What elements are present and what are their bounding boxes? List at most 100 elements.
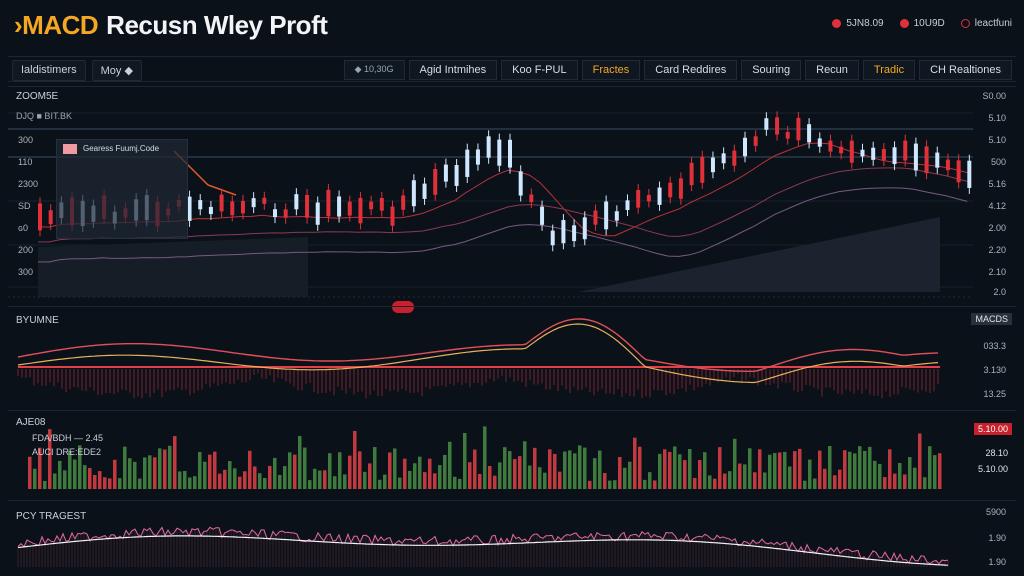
price-panel[interactable]: ZOOM5E DJQ ■ BIT.BK Gearess Fuumj.Code 3…: [8, 86, 1016, 313]
right-tick: 4.12: [988, 201, 1006, 211]
candle: [721, 153, 726, 164]
candle: [540, 206, 545, 225]
right-tick: 2.10: [988, 267, 1006, 277]
volume-bar: [393, 448, 397, 489]
volume-bar: [433, 473, 437, 489]
volume-bar: [388, 452, 392, 489]
candle: [572, 225, 577, 242]
left-tick: 300: [18, 267, 34, 277]
tab-souring[interactable]: Souring: [741, 60, 802, 80]
tab-realtiones[interactable]: CH Realtiones: [919, 60, 1012, 80]
volume-bar: [463, 432, 467, 489]
right-tick: 5.16: [988, 179, 1006, 189]
candle: [593, 210, 598, 225]
volume-bar: [378, 479, 382, 489]
volume-bar: [48, 429, 52, 489]
toolbar-left: Ialdistimers Moy ◆: [12, 60, 142, 81]
candle: [924, 146, 929, 174]
right-tick: 3.130: [983, 365, 1006, 375]
volume-bar: [538, 467, 542, 489]
volume-bar: [788, 466, 792, 489]
candle: [967, 160, 972, 188]
tab-card[interactable]: Card Reddires: [644, 60, 738, 80]
right-tick: 5.10: [988, 113, 1006, 123]
volume-bar: [63, 470, 67, 489]
tab-tradic[interactable]: Tradic: [862, 60, 916, 80]
volume-bar: [808, 459, 812, 489]
candle: [657, 187, 662, 205]
volume-bar: [753, 472, 757, 489]
volume-bar: [93, 475, 97, 489]
volume-bar: [653, 480, 657, 489]
candle: [646, 194, 651, 202]
price-y-axis: S0.00 5.10 5.10 500 5.16 4.12 2.00 2.20 …: [954, 87, 1016, 301]
candle: [743, 137, 747, 157]
volume-bar: [323, 470, 327, 489]
bottom-panel-title: PCY TRAGEST: [16, 511, 87, 522]
volume-bar: [213, 451, 217, 489]
volume-bar: [553, 453, 557, 489]
toolbar-tabs: ◆ 10,30G Agid Intmihes Koo F-PUL Fractes…: [343, 60, 1012, 80]
right-tick: 1.90: [988, 557, 1006, 567]
volume-bar: [513, 459, 517, 489]
candle: [497, 139, 502, 166]
volume-bar: [338, 452, 342, 489]
candle: [678, 178, 683, 199]
volume-bar: [543, 472, 547, 489]
candle: [839, 146, 844, 154]
volume-bar: [628, 461, 632, 489]
left-tick: 110: [18, 157, 33, 167]
volume-bar: [363, 471, 367, 489]
header-stat-2[interactable]: 10U9D: [899, 18, 945, 29]
volume-panel[interactable]: AJE08 FDA/BDH — 2.45 AUCI DRE:EDE2 5.10.…: [8, 410, 1016, 496]
volume-bar: [888, 449, 892, 489]
volume-bar: [208, 454, 212, 489]
candle: [187, 196, 192, 221]
volume-bar: [103, 477, 107, 489]
volume-bar: [238, 476, 242, 489]
candle: [508, 139, 512, 168]
bottom-panel[interactable]: PCY TRAGEST 5900 1.90 1.90: [8, 500, 1016, 576]
header-stat-3[interactable]: leactfuni: [960, 18, 1012, 29]
tab-fractes[interactable]: Fractes: [581, 60, 641, 80]
candle: [433, 169, 438, 195]
volume-bar: [163, 449, 167, 489]
bottom-chart[interactable]: [8, 501, 1016, 576]
volume-legend-1: FDA/BDH — 2.45: [32, 433, 104, 443]
timeframe-dropdown[interactable]: Moy ◆: [91, 60, 142, 81]
volume-bar: [618, 456, 622, 489]
candle: [337, 196, 342, 217]
header-stat-1[interactable]: 5JN8.09: [832, 18, 884, 29]
candle: [860, 149, 865, 157]
volume-bar: [403, 458, 407, 489]
volume-bar: [353, 430, 357, 489]
price-chart[interactable]: [8, 87, 1016, 301]
volume-chart[interactable]: [8, 411, 1016, 497]
macd-panel[interactable]: BYUMNE MACDS 033.3 3.130 13.25: [8, 306, 1016, 408]
tab-koo[interactable]: Koo F-PUL: [501, 60, 578, 80]
red-dot-icon: [899, 19, 909, 28]
volume-bar: [168, 445, 172, 489]
tab-recun[interactable]: Recun: [805, 60, 859, 80]
candle: [956, 160, 961, 183]
volume-bar: [588, 480, 592, 489]
volume-bar: [503, 447, 507, 489]
volume-bar: [678, 454, 682, 489]
tab-zoom[interactable]: ◆ 10,30G: [343, 60, 405, 80]
volume-bar: [898, 463, 902, 489]
volume-bar: [273, 457, 277, 489]
volume-bar: [778, 452, 782, 489]
volume-bar: [798, 448, 802, 489]
tab-agid[interactable]: Agid Intmihes: [408, 60, 498, 80]
candle: [240, 200, 245, 214]
volume-bar: [263, 478, 267, 489]
volume-bar: [398, 477, 402, 489]
volume-bar: [148, 455, 152, 489]
volume-bar: [253, 466, 257, 489]
macd-chart[interactable]: [8, 307, 1016, 409]
volume-tag-1: 5.10.00: [973, 423, 1012, 435]
candle: [529, 194, 534, 203]
indicators-button[interactable]: Ialdistimers: [12, 60, 86, 81]
volume-bar: [823, 468, 827, 489]
volume-bar: [718, 447, 722, 489]
